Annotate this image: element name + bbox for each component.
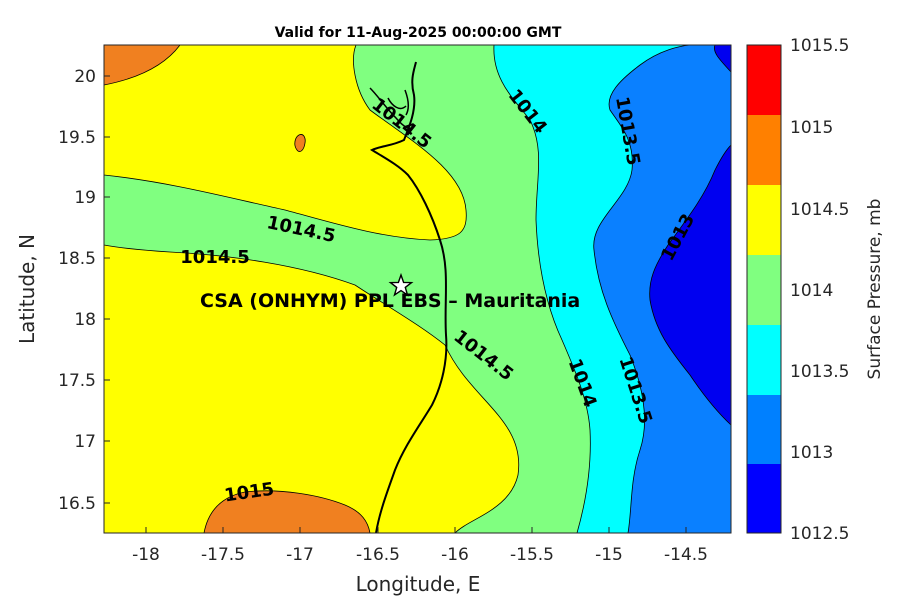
region-1015-topleft — [104, 45, 181, 86]
colorbar: 1015.5 1015 1014.5 1014 1013.5 1013 1012… — [746, 36, 885, 544]
y-tick-label: 19.5 — [58, 128, 96, 148]
colorbar-tick-label: 1014.5 — [790, 200, 849, 220]
colorbar-swatch — [747, 45, 781, 115]
region-1015-blob — [294, 134, 306, 152]
x-axis: -18 -17.5 -17 -16.5 -16 -15.5 -15 -14.5 … — [132, 527, 708, 596]
region-1012-5 — [649, 144, 731, 426]
colorbar-tick-label: 1014 — [790, 281, 833, 301]
colorbar-tick-label: 1012.5 — [790, 524, 849, 544]
colorbar-tick-label: 1013.5 — [790, 362, 849, 382]
x-tick-label: -17.5 — [201, 545, 245, 565]
y-axis: 16.5 17 17.5 18 18.5 19 19.5 20 Latitude… — [15, 67, 110, 514]
x-tick-label: -15.5 — [510, 545, 554, 565]
y-tick-label: 17.5 — [58, 371, 96, 391]
colorbar-swatch — [747, 115, 781, 185]
y-tick-label: 16.5 — [58, 494, 96, 514]
x-tick-label: -14.5 — [664, 545, 708, 565]
region-1015-bottom — [203, 490, 371, 533]
colorbar-swatch — [747, 185, 781, 255]
y-tick-label: 18.5 — [58, 249, 96, 269]
contour-label: 1014.5 — [180, 247, 249, 268]
y-tick-label: 17 — [74, 432, 96, 452]
colorbar-label: Surface Pressure, mb — [865, 199, 885, 380]
colorbar-swatch — [747, 325, 781, 395]
colorbar-tick-label: 1015 — [790, 118, 833, 138]
y-tick-label: 19 — [74, 188, 96, 208]
x-axis-label: Longitude, E — [356, 572, 481, 596]
star-icon — [388, 272, 414, 297]
plot-frame — [103, 44, 732, 534]
colorbar-swatch — [747, 395, 781, 464]
y-tick-label: 18 — [74, 310, 96, 330]
x-tick-label: -16 — [441, 545, 469, 565]
x-tick-label: -17 — [286, 545, 314, 565]
colorbar-swatch — [747, 464, 781, 533]
pressure-map — [104, 45, 731, 533]
colorbar-tick-label: 1013 — [790, 443, 833, 463]
x-tick-label: -15 — [595, 545, 623, 565]
colorbar-swatch — [747, 255, 781, 325]
coastal-islands — [369, 87, 413, 130]
x-tick-label: -16.5 — [356, 545, 400, 565]
site-label: CSA (ONHYM) PPL EBS – Mauritania — [200, 290, 580, 312]
y-tick-label: 20 — [74, 67, 96, 87]
y-axis-label: Latitude, N — [15, 234, 39, 344]
x-tick-label: -18 — [132, 545, 160, 565]
colorbar-tick-label: 1015.5 — [790, 36, 849, 56]
plot-title: Valid for 11-Aug-2025 00:00:00 GMT — [275, 25, 562, 41]
region-1012-5-top — [713, 45, 731, 73]
coastline — [369, 61, 448, 533]
